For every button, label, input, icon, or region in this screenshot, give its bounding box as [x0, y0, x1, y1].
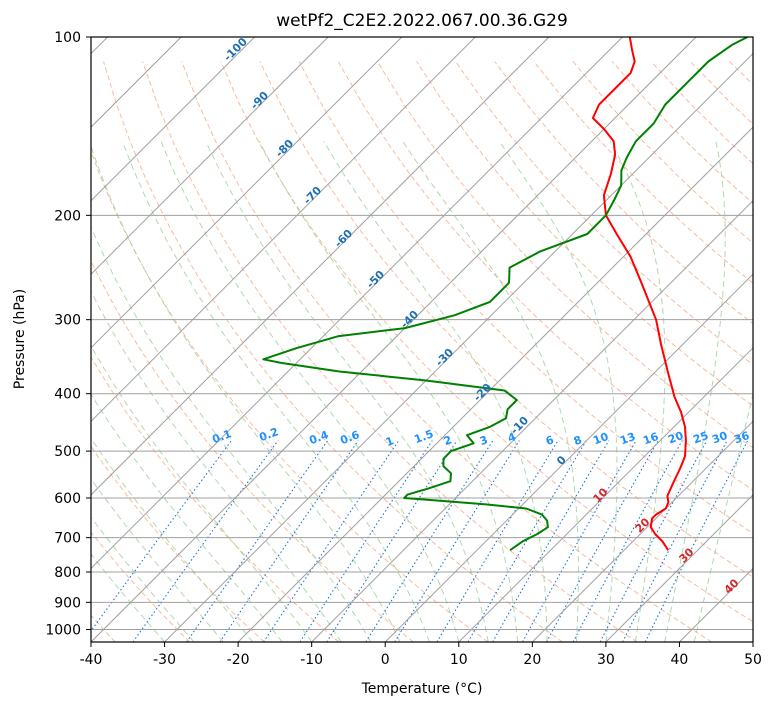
mixing-ratio-line	[644, 440, 749, 642]
mixing-ratio-label: 4	[506, 430, 518, 445]
dry-adiabat	[91, 531, 191, 642]
isotherm	[91, 37, 550, 496]
mixing-ratio-label: 13	[618, 430, 637, 447]
x-tick-label: 30	[597, 652, 615, 668]
y-tick-label: 500	[54, 444, 81, 460]
dewpoint-profile	[262, 37, 748, 552]
dry-adiabat	[259, 61, 753, 578]
y-tick-label: 300	[54, 313, 81, 329]
mixing-ratio-label: 1.5	[412, 427, 435, 446]
x-tick-label: 10	[450, 652, 468, 668]
mixing-ratio-label: 25	[691, 429, 710, 446]
mixing-ratio-line	[436, 440, 559, 642]
mixing-ratio-line	[326, 440, 458, 642]
mixing-ratio-line	[492, 440, 610, 642]
dry-adiabat	[91, 356, 340, 642]
mixing-ratio-line	[186, 440, 329, 642]
mixing-ratio-label: 0.1	[210, 427, 233, 446]
isotherm	[91, 37, 256, 202]
x-tick-label: -40	[80, 652, 103, 668]
mixing-ratio-line	[299, 440, 433, 642]
mixing-ratio-label: 1	[384, 434, 396, 449]
series-layer	[262, 37, 748, 552]
y-tick-label: 600	[54, 491, 81, 507]
isotherm	[91, 37, 697, 642]
mixing-ratio-label: 10	[591, 430, 610, 448]
dry-adiabat	[337, 61, 753, 491]
y-axis: 100 200 300 400 500 600 700 800 900 1000	[45, 30, 91, 638]
mixing-ratio-line	[572, 440, 683, 642]
y-tick-label: 1000	[45, 622, 81, 638]
x-tick-label: -30	[153, 652, 176, 668]
mixing-ratio-line	[263, 440, 400, 642]
mixing-ratio-label: 36	[732, 429, 751, 447]
dry-adiabat	[298, 61, 753, 534]
dry-adiabat	[103, 61, 563, 642]
y-tick-label: 200	[54, 208, 81, 224]
temperature-profile	[591, 37, 687, 551]
mixing-ratio-line	[365, 440, 494, 642]
isotherm	[91, 37, 329, 275]
y-tick-label: 400	[54, 387, 81, 403]
mixing-ratio-label: 0.2	[257, 425, 280, 444]
mixing-ratio-line	[91, 440, 232, 632]
chart-title: wetPf2_C2E2.2022.067.00.36.G29	[276, 11, 568, 31]
dry-adiabat	[91, 149, 489, 642]
isotherm	[91, 37, 476, 423]
dry-adiabat	[455, 61, 753, 366]
plot-area	[91, 37, 753, 642]
mixing-ratio-label: 8	[572, 433, 584, 448]
dry-adiabat	[376, 61, 753, 449]
background-lines	[91, 37, 753, 642]
isotherm	[91, 37, 623, 570]
x-axis-label: Temperature (°C)	[361, 681, 483, 697]
mixing-ratio-line	[546, 440, 659, 642]
isotherm	[531, 420, 753, 642]
mixing-ratio-label: 6	[544, 433, 556, 448]
dry-adiabat	[494, 61, 753, 325]
y-tick-label: 700	[54, 531, 81, 547]
x-tick-label: 50	[744, 652, 762, 668]
isotherm	[91, 37, 403, 349]
mixing-ratio-label: 30	[710, 429, 729, 447]
dry-adiabat	[91, 259, 414, 642]
mixing-ratio-label: 16	[641, 430, 660, 448]
x-tick-label: -10	[300, 652, 323, 668]
mixing-ratio-label: 3	[478, 433, 490, 448]
mixing-ratio-line	[522, 440, 637, 642]
isotherm	[311, 199, 753, 642]
mixing-ratio-label: 0.4	[307, 428, 330, 447]
x-tick-label: -20	[227, 652, 250, 668]
mixing-ratio-label: 20	[666, 429, 685, 447]
x-tick-label: 0	[381, 652, 390, 668]
mixing-ratio-label: 2	[442, 433, 454, 448]
y-axis-label: Pressure (hPa)	[12, 289, 28, 389]
isotherm	[458, 347, 753, 642]
plot-frame	[90, 36, 754, 643]
isotherm	[237, 126, 753, 642]
dry-adiabat	[142, 61, 638, 642]
y-tick-label: 900	[54, 595, 81, 611]
mixing-ratio-label: 0.6	[338, 428, 361, 447]
x-axis: -40 -30 -20 -10 0 10 20 30 40 50	[80, 642, 762, 668]
mixing-ratio-line	[467, 440, 587, 642]
isotherm	[164, 52, 753, 642]
y-tick-label: 800	[54, 565, 81, 581]
y-tick-label: 100	[54, 30, 81, 46]
isotherm	[384, 273, 753, 642]
isotherm	[605, 494, 753, 642]
mixing-ratio-line	[219, 440, 359, 642]
x-tick-label: 20	[523, 652, 541, 668]
mixing-ratio-line	[132, 440, 279, 642]
dry-adiabat	[91, 445, 265, 642]
x-tick-label: 40	[671, 652, 689, 668]
